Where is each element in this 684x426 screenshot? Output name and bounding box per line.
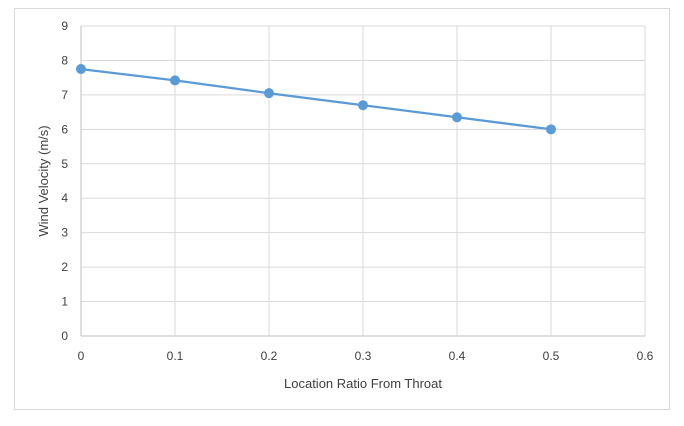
- x-tick-label: 0.6: [637, 349, 654, 363]
- y-axis-title: Wind Velocity (m/s): [36, 125, 51, 236]
- y-tick-label: 9: [61, 19, 68, 33]
- x-tick-label: 0.3: [355, 349, 372, 363]
- data-point: [452, 112, 462, 123]
- data-point: [170, 75, 180, 86]
- series-line: [80, 67, 552, 131]
- y-tick-label: 4: [61, 191, 68, 205]
- y-tick-label: 6: [61, 122, 68, 136]
- x-axis-title: Location Ratio From Throat: [284, 376, 442, 391]
- series: [76, 64, 556, 135]
- data-point: [358, 100, 368, 111]
- data-point: [76, 64, 86, 75]
- y-tick-label: 8: [61, 53, 68, 67]
- y-tick-label: 7: [61, 88, 68, 102]
- y-tick-label: 2: [61, 260, 68, 274]
- x-tick-label: 0.5: [543, 349, 560, 363]
- x-tick-label: 0: [78, 349, 85, 363]
- data-point: [546, 124, 556, 135]
- y-tick-label: 1: [61, 295, 68, 309]
- axes: [80, 26, 645, 337]
- x-tick-label: 0.1: [167, 349, 184, 363]
- data-point: [264, 88, 274, 99]
- y-tick-label: 3: [61, 226, 68, 240]
- y-tick-label: 5: [61, 157, 68, 171]
- x-tick-label: 0.2: [261, 349, 278, 363]
- grid: [81, 25, 646, 336]
- y-tick-label: 0: [61, 329, 68, 343]
- tick-labels: 0 1 2 3 4 5 6 7 8 9 0 0.1 0.2 0.3 0.4 0.5 0.6: [61, 19, 653, 363]
- x-tick-label: 0.4: [449, 349, 466, 363]
